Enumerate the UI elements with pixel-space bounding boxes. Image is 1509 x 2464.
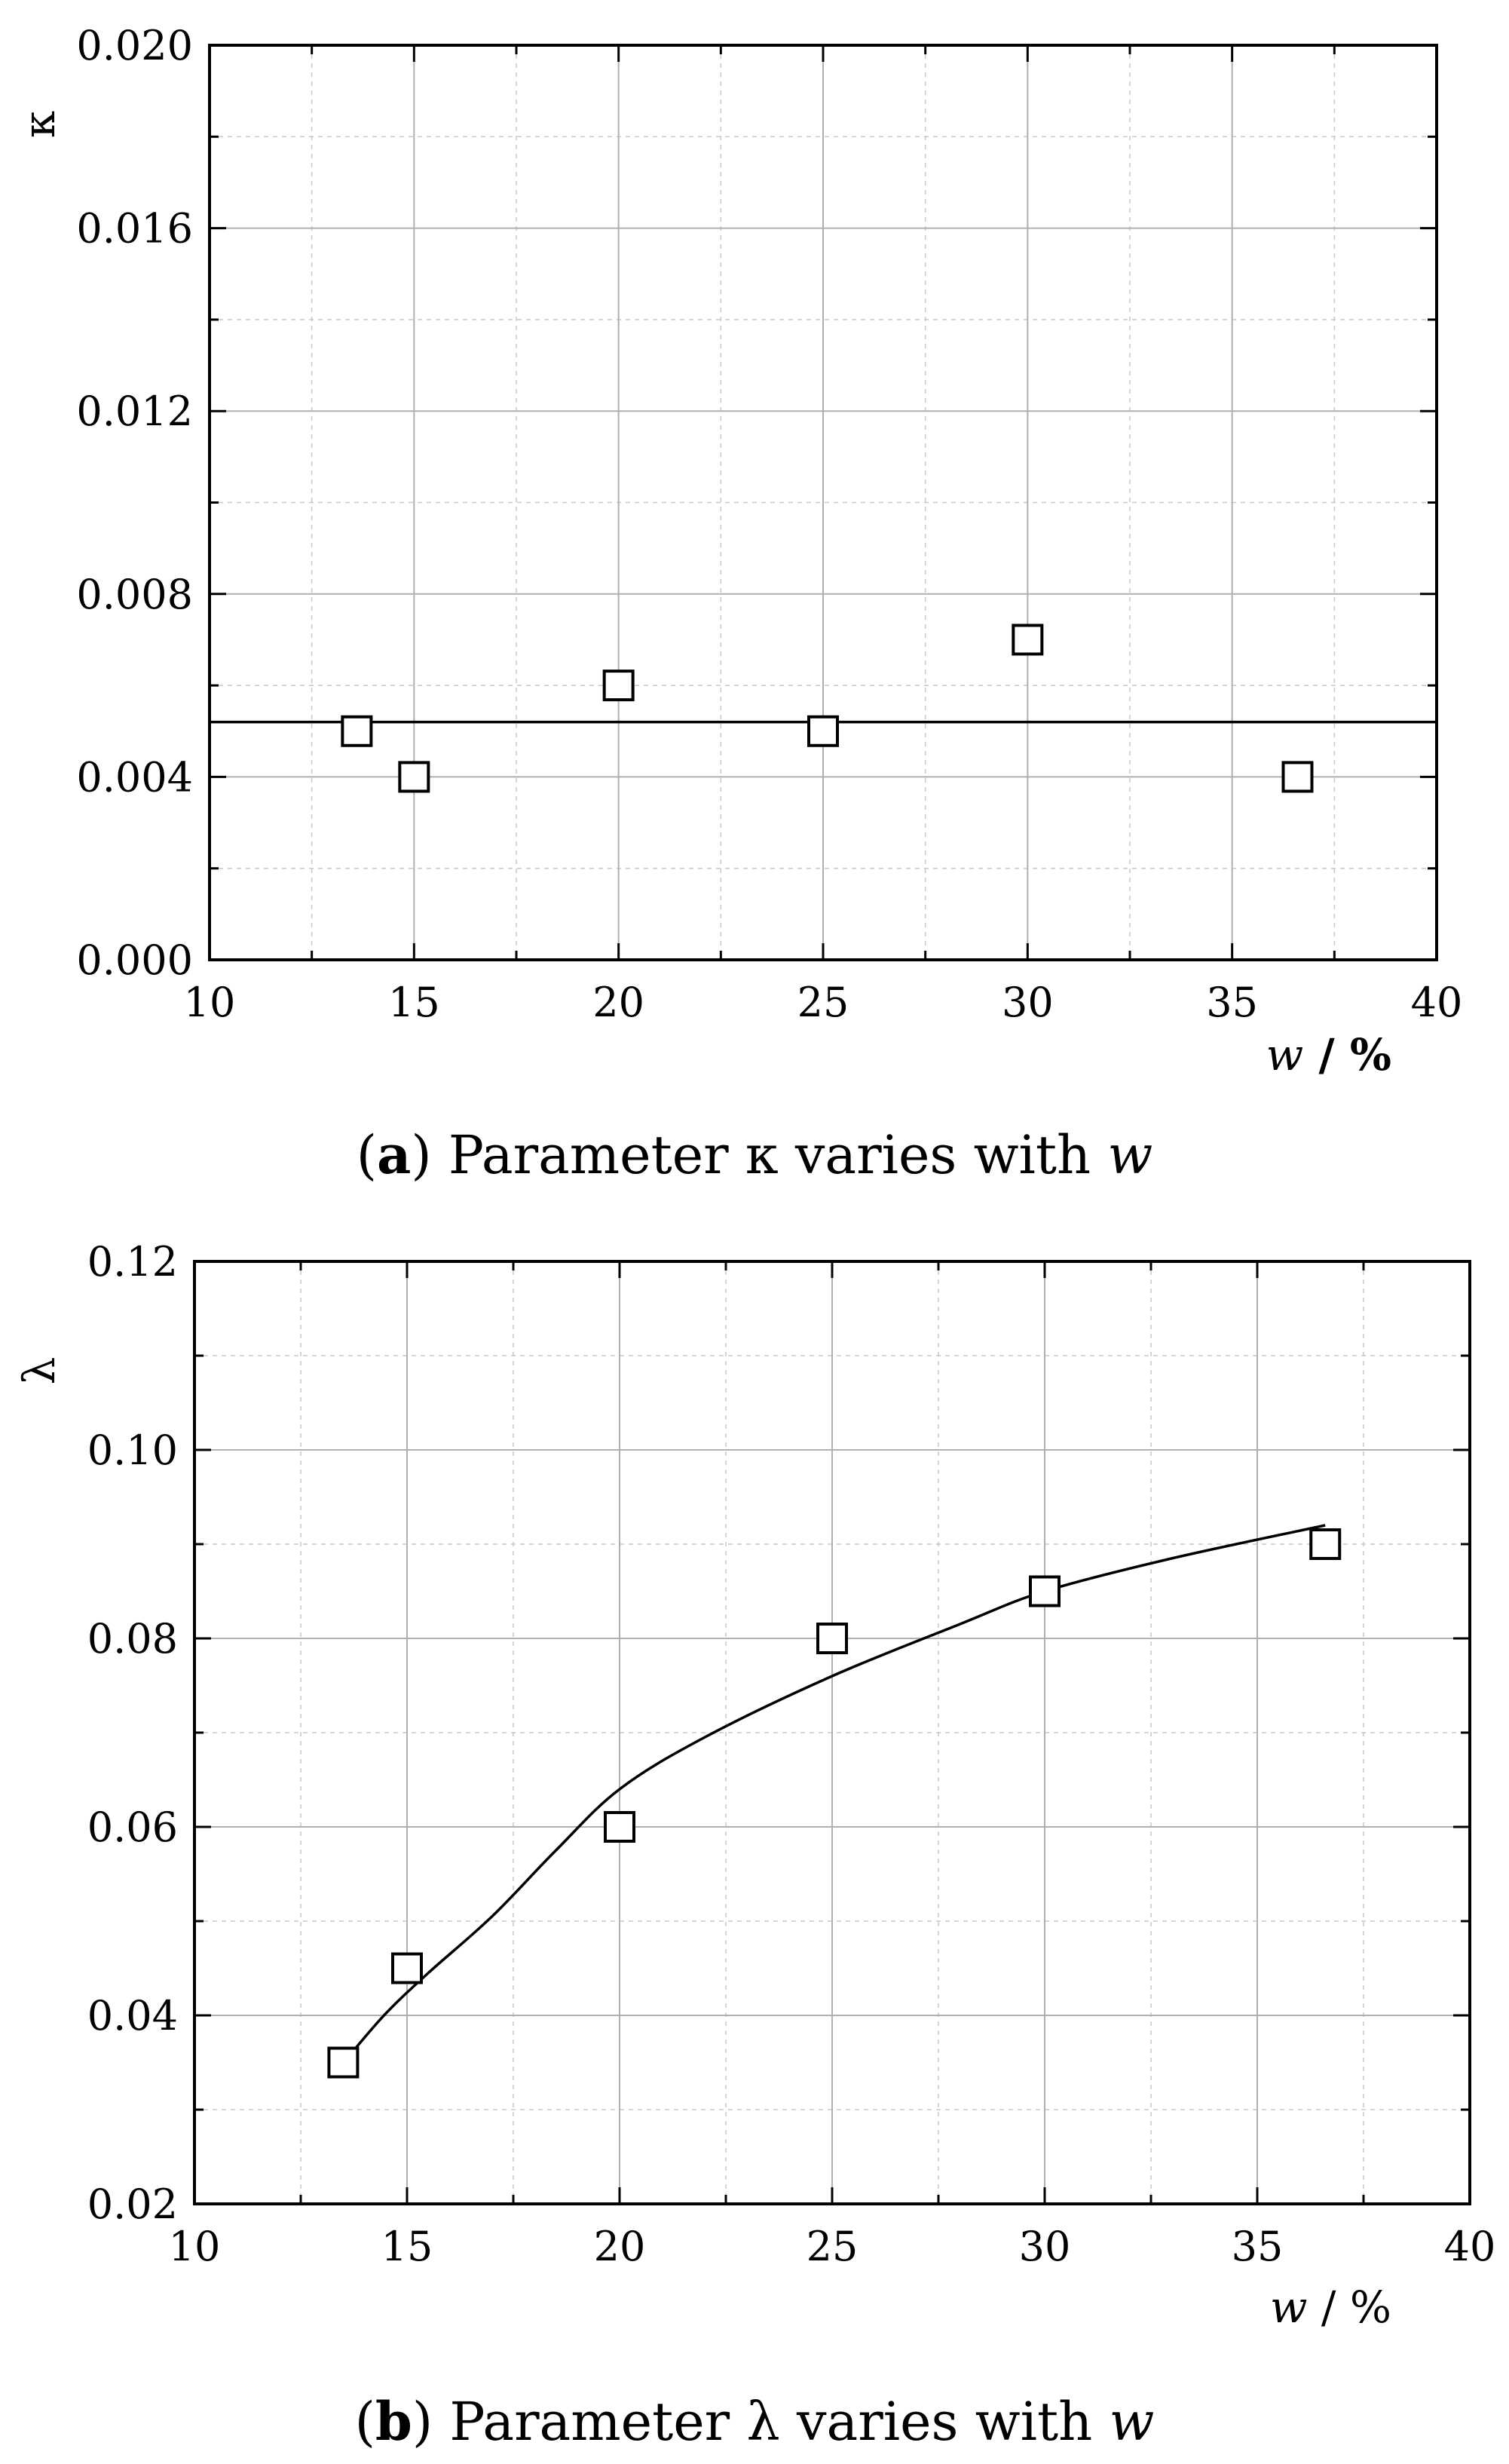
data-point-marker [1281, 761, 1314, 793]
x-tick-label: 30 [1002, 979, 1054, 1026]
x-tick-label: 10 [169, 2223, 221, 2270]
panel-b-caption: (b) Parameter λ varies with w [355, 2390, 1155, 2453]
y-tick-label: 0.016 [76, 205, 193, 253]
y-tick-label: 0.10 [87, 1427, 178, 1474]
x-tick-label: 30 [1019, 2223, 1071, 2270]
x-tick-label: 20 [592, 979, 644, 1026]
x-tick-label: 35 [1232, 2223, 1284, 2270]
y-tick-label: 0.02 [87, 2181, 178, 2228]
data-point-marker [341, 715, 373, 747]
data-point-marker [604, 1811, 635, 1843]
x-tick-label: 15 [388, 979, 440, 1026]
x-tick-label: 25 [807, 2223, 859, 2270]
data-point-marker [1309, 1528, 1342, 1560]
y-tick-label: 0.12 [87, 1238, 178, 1286]
y-axis-label: λ [14, 1357, 65, 1385]
data-point-marker [1012, 624, 1044, 656]
data-point-marker [816, 1623, 848, 1654]
y-tick-label: 0.008 [76, 571, 193, 618]
fit-curve [346, 1524, 1326, 2059]
data-point-marker [327, 2046, 360, 2079]
y-axis-label: κ [14, 111, 65, 138]
data-point-marker [807, 715, 839, 747]
x-tick-label: 40 [1411, 979, 1463, 1026]
x-tick-label: 20 [594, 2223, 646, 2270]
y-tick-label: 0.004 [76, 753, 193, 801]
x-tick-label: 10 [184, 979, 236, 1026]
y-tick-label: 0.04 [87, 1992, 178, 2040]
x-tick-label: 40 [1444, 2223, 1496, 2270]
y-tick-label: 0.06 [87, 1804, 178, 1851]
data-point-marker [602, 670, 635, 702]
data-point-marker [391, 1952, 423, 1984]
data-point-marker [398, 761, 430, 793]
x-tick-label: 25 [797, 979, 849, 1026]
panel-a-caption: (a) Parameter κ varies with w [357, 1123, 1153, 1186]
x-axis-label: w / % [1270, 2282, 1391, 2333]
panel-b-chart: 10 15 20 25 30 35 40 0.02 0.04 0.06 0.08 0.10 0.12 λ w… [14, 1238, 1495, 2333]
panel-a-chart: 10 15 20 25 30 35 40 0.000 0.004 0.008 0.012 0.016 0… [14, 22, 1462, 1080]
x-tick-label: 15 [381, 2223, 433, 2270]
x-tick-label: 35 [1206, 979, 1258, 1026]
y-tick-label: 0.012 [76, 388, 193, 435]
y-tick-label: 0.08 [87, 1615, 178, 1663]
data-point-marker [1029, 1575, 1061, 1607]
x-axis-label: w / % [1266, 1029, 1391, 1080]
y-tick-label: 0.000 [76, 936, 193, 984]
y-tick-label: 0.020 [76, 22, 193, 69]
